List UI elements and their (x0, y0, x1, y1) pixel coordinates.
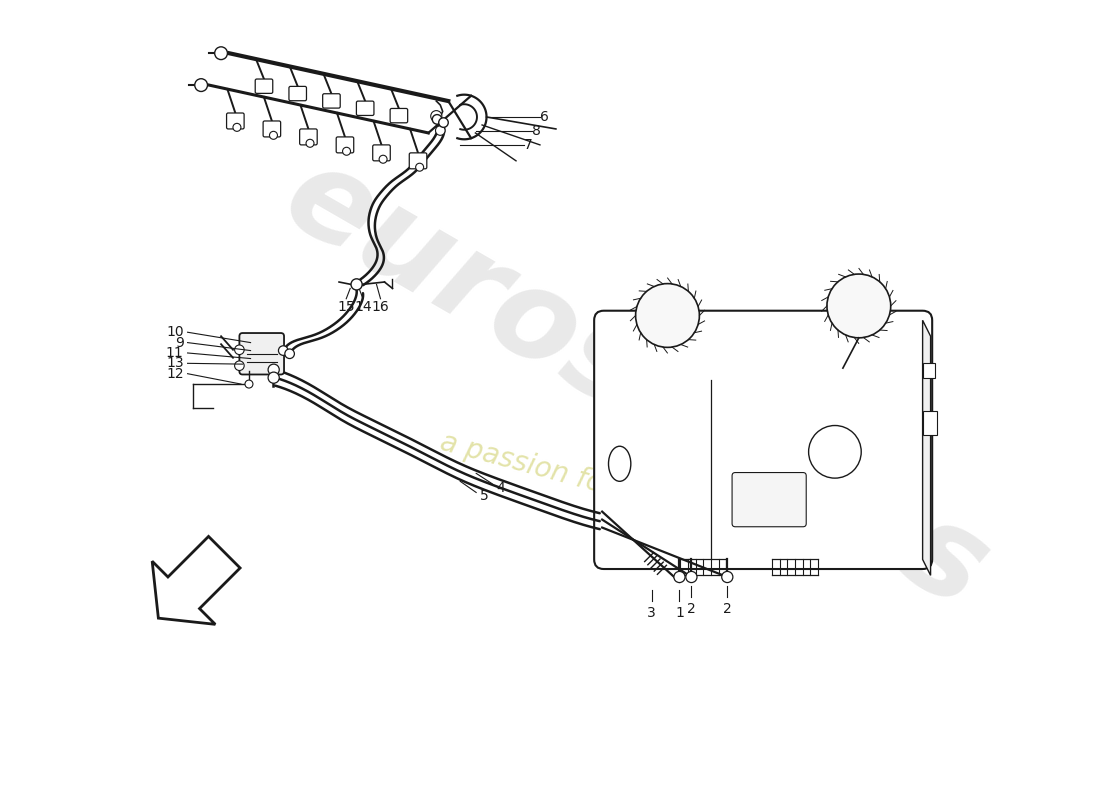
Circle shape (278, 346, 288, 355)
Circle shape (674, 571, 685, 582)
Text: 12: 12 (166, 366, 184, 381)
Text: 8: 8 (532, 123, 541, 138)
Circle shape (379, 155, 387, 163)
Circle shape (439, 118, 449, 127)
FancyBboxPatch shape (373, 145, 390, 161)
Text: a passion for parts since 1985: a passion for parts since 1985 (438, 428, 850, 563)
Text: 2: 2 (723, 602, 732, 616)
Polygon shape (152, 537, 240, 624)
Text: 6: 6 (540, 110, 549, 124)
Circle shape (685, 571, 697, 582)
Text: 15: 15 (338, 300, 355, 314)
Text: 1: 1 (675, 606, 684, 620)
FancyBboxPatch shape (409, 153, 427, 169)
FancyBboxPatch shape (289, 86, 307, 101)
Text: 11: 11 (166, 346, 184, 360)
Circle shape (431, 110, 442, 122)
Circle shape (268, 364, 279, 375)
Text: 5: 5 (481, 489, 488, 502)
Circle shape (268, 372, 279, 383)
FancyBboxPatch shape (594, 310, 932, 569)
FancyBboxPatch shape (733, 473, 806, 526)
Circle shape (351, 279, 362, 290)
Circle shape (827, 274, 891, 338)
Text: 7: 7 (524, 138, 532, 152)
Circle shape (306, 139, 313, 147)
Text: 14: 14 (354, 300, 372, 314)
Text: 9: 9 (175, 336, 184, 350)
Circle shape (245, 380, 253, 388)
Text: 13: 13 (166, 356, 184, 370)
Circle shape (636, 284, 700, 347)
FancyBboxPatch shape (240, 333, 284, 374)
FancyBboxPatch shape (299, 129, 317, 145)
Polygon shape (604, 320, 931, 336)
Circle shape (808, 426, 861, 478)
FancyBboxPatch shape (356, 101, 374, 115)
Circle shape (234, 345, 244, 354)
Text: 16: 16 (372, 300, 389, 314)
FancyBboxPatch shape (227, 113, 244, 129)
Circle shape (436, 126, 446, 135)
FancyBboxPatch shape (390, 109, 408, 123)
Circle shape (270, 131, 277, 139)
Circle shape (195, 78, 208, 91)
Text: 2: 2 (688, 602, 696, 616)
Text: eurospares: eurospares (263, 134, 1008, 634)
FancyBboxPatch shape (255, 79, 273, 94)
Circle shape (233, 123, 241, 131)
FancyBboxPatch shape (263, 121, 280, 137)
Circle shape (722, 571, 733, 582)
Ellipse shape (608, 446, 630, 482)
Circle shape (342, 147, 351, 155)
Circle shape (416, 163, 424, 171)
Polygon shape (923, 320, 931, 575)
Bar (923, 411, 937, 435)
Circle shape (285, 349, 295, 358)
Text: 3: 3 (647, 606, 656, 620)
Circle shape (214, 47, 228, 59)
Text: 4: 4 (496, 481, 505, 494)
Bar (923, 363, 935, 378)
FancyBboxPatch shape (337, 137, 354, 153)
Text: 10: 10 (166, 326, 184, 339)
Circle shape (432, 114, 442, 124)
Circle shape (234, 361, 244, 370)
FancyBboxPatch shape (322, 94, 340, 108)
